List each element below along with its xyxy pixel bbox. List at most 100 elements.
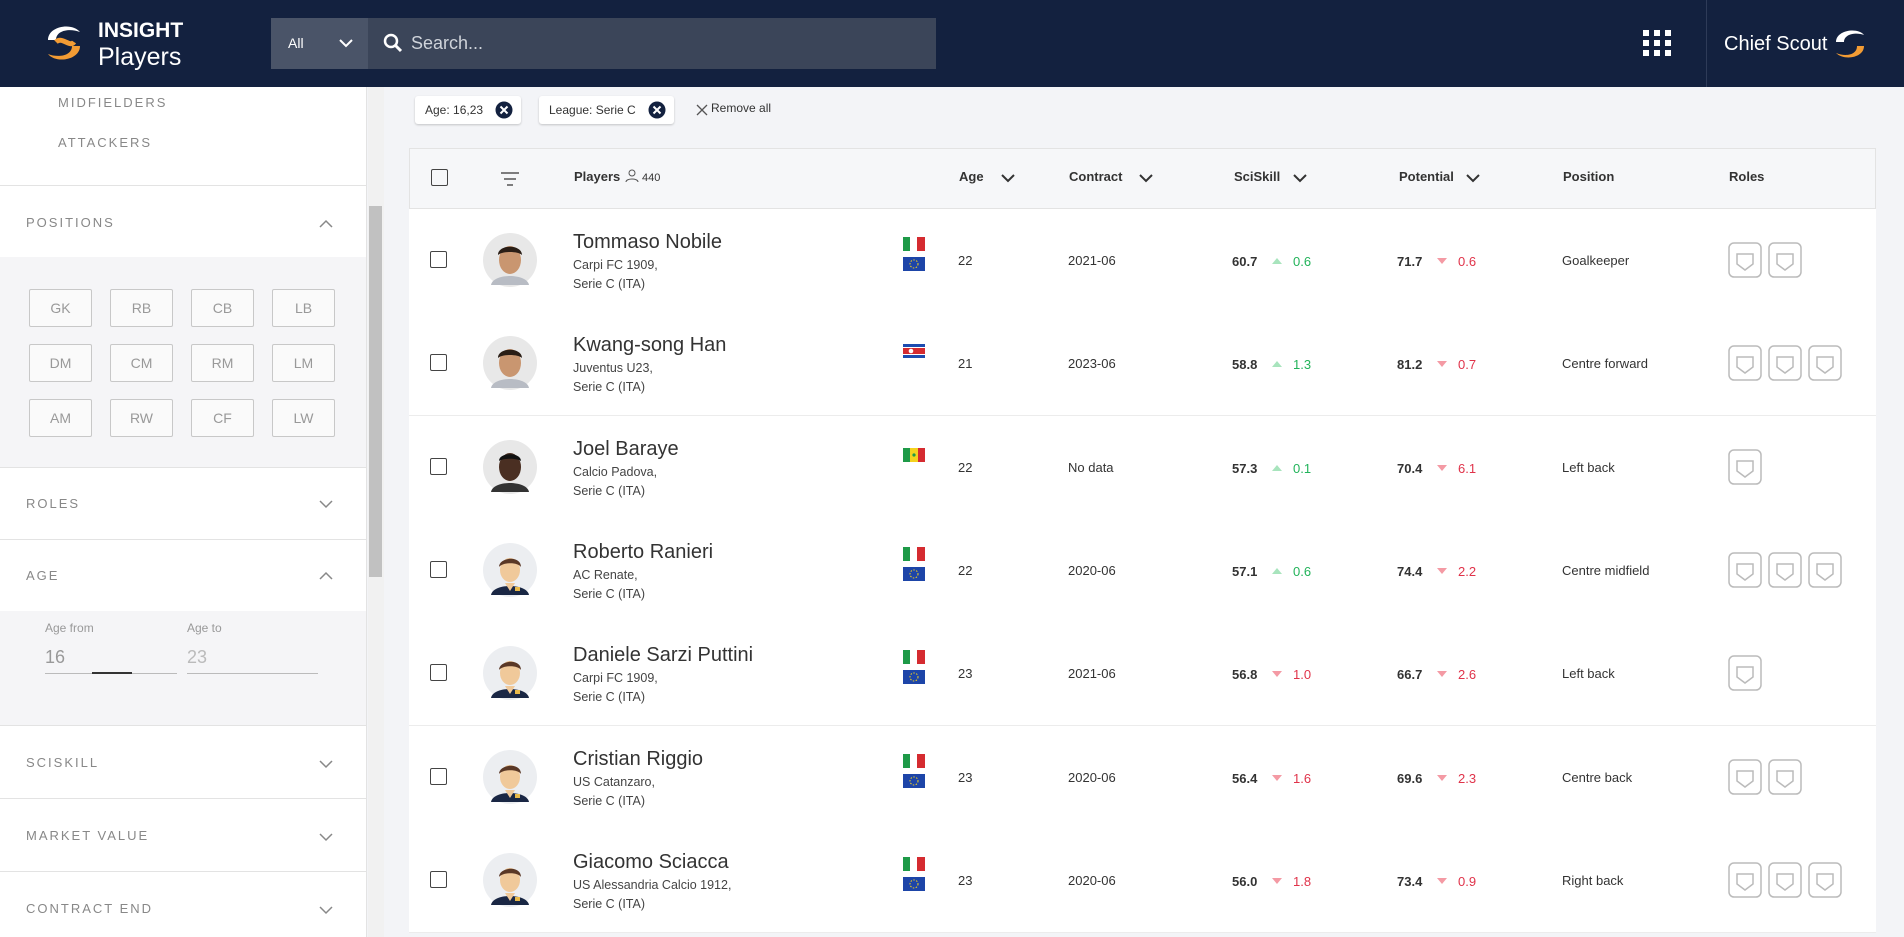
table-row[interactable]: Roberto Ranieri AC Renate, Serie C (ITA) 22… [409, 518, 1876, 623]
age-from-input[interactable]: 16 [45, 647, 66, 667]
section-title[interactable]: CONTRACT END [26, 901, 154, 916]
age: 23 [958, 666, 973, 682]
position-button[interactable]: RB [110, 289, 173, 327]
player-name[interactable]: Cristian Riggio [573, 747, 704, 770]
chip-close-svg [648, 101, 666, 119]
brand: INSIGHT [98, 19, 184, 42]
flag-svg [903, 876, 925, 891]
player-name[interactable]: Kwang-song Han [573, 334, 727, 357]
column-header[interactable]: Players [574, 169, 621, 184]
league: Serie C (ITA) [573, 793, 645, 808]
flag-svg [903, 237, 925, 251]
sort-chevron-svg [1139, 174, 1153, 183]
position-button[interactable]: CB [191, 289, 254, 327]
sciskill-change: 1.8 [1293, 873, 1312, 889]
league: Serie C (ITA) [573, 483, 645, 498]
player-name[interactable]: Giacomo Sciacca [573, 850, 729, 873]
position-button[interactable]: DM [29, 344, 92, 382]
trend-arrow-svg [1272, 361, 1282, 368]
role-icon-svg [1768, 862, 1802, 898]
column-header[interactable]: Potential [1399, 169, 1454, 184]
player-name[interactable]: Joel Baraye [573, 437, 679, 460]
checkbox[interactable] [431, 169, 448, 186]
user-name[interactable]: Chief Scout [1724, 33, 1828, 55]
flag-svg [903, 670, 925, 685]
menu-item[interactable]: MIDFIELDERS [58, 95, 168, 110]
chevron [318, 757, 334, 776]
role-icon-svg [1728, 758, 1762, 795]
table-row[interactable]: Kwang-song Han Juventus U23, Serie C (ITA)… [409, 312, 1876, 417]
table-row[interactable]: Tommaso Nobile Carpi FC 1909, Serie C (ITA… [409, 209, 1876, 313]
filter-chip[interactable]: League: Serie C [539, 96, 674, 124]
menu-item[interactable]: ATTACKERS [58, 135, 153, 150]
table-row[interactable]: Daniele Sarzi Puttini Carpi FC 1909, Serie… [409, 622, 1876, 727]
checkbox[interactable] [430, 457, 447, 475]
section-title[interactable]: MARKET VALUE [26, 828, 150, 843]
sort-chevron [1292, 172, 1308, 191]
position-button[interactable]: LM [272, 344, 335, 382]
flag-svg [903, 773, 925, 788]
position: Left back [1562, 459, 1615, 475]
checkbox[interactable] [430, 560, 447, 578]
club: US Alessandria Calcio 1912, [573, 877, 732, 892]
flag-svg [903, 650, 925, 665]
player-name[interactable]: Tommaso Nobile [573, 231, 722, 253]
section-title[interactable]: POSITIONS [26, 215, 115, 230]
checkbox[interactable] [430, 870, 447, 888]
trend-arrow-svg [1272, 567, 1282, 574]
sciskill-change: 0.6 [1293, 563, 1312, 579]
chip-close [495, 101, 513, 129]
potential: 81.2 [1397, 357, 1423, 373]
flag-svg [903, 344, 925, 359]
chip-close-svg [495, 101, 513, 119]
scroll-thumb[interactable] [369, 206, 382, 577]
trend-arrow-svg [1272, 877, 1282, 884]
column-header[interactable]: Age [959, 169, 984, 184]
position-button[interactable]: CF [191, 399, 254, 437]
trend-arrow [1271, 667, 1283, 685]
checkbox[interactable] [430, 251, 447, 268]
search-box[interactable]: Search... [368, 18, 936, 69]
player-name[interactable]: Daniele Sarzi Puttini [573, 644, 754, 667]
age-to-input[interactable]: 23 [187, 647, 208, 667]
remove-all[interactable]: Remove all [711, 101, 772, 115]
checkbox[interactable] [430, 664, 447, 682]
scope-select[interactable]: All [271, 18, 368, 69]
table-row[interactable]: Joel Baraye Calcio Padova, Serie C (ITA) 22… [409, 415, 1876, 520]
apps-icon[interactable] [1643, 30, 1673, 58]
position-button[interactable]: AM [29, 399, 92, 437]
position-button[interactable]: LB [272, 289, 335, 327]
table-row[interactable]: Cristian Riggio US Catanzaro, Serie C (ITA… [409, 725, 1876, 830]
flag-svg [903, 856, 925, 871]
player-name[interactable]: Roberto Ranieri [573, 540, 714, 563]
section-title[interactable]: ROLES [26, 496, 81, 511]
column-header[interactable]: SciSkill [1234, 169, 1281, 184]
flag-svg [903, 753, 925, 768]
column-header[interactable]: Contract [1069, 169, 1123, 184]
club: US Catanzaro, [573, 774, 655, 789]
sciskill: 56.8 [1232, 667, 1258, 683]
league: Serie C (ITA) [573, 690, 645, 705]
position-button[interactable]: GK [29, 289, 92, 327]
club: AC Renate, [573, 567, 638, 582]
scope: All [288, 35, 304, 51]
position-button[interactable]: RM [191, 344, 254, 382]
flag [903, 344, 925, 363]
position-button[interactable]: LW [272, 399, 335, 437]
sort-chevron [1465, 172, 1481, 191]
potential-change: 6.1 [1458, 460, 1477, 476]
sciskill: 57.3 [1232, 460, 1258, 476]
position-button[interactable]: RW [110, 399, 173, 437]
potential: 74.4 [1397, 563, 1423, 579]
filter-chip[interactable]: Age: 16,23 [415, 96, 522, 124]
table-row[interactable]: Giacomo Sciacca US Alessandria Calcio 191… [409, 828, 1876, 933]
position-button[interactable]: CM [110, 344, 173, 382]
checkbox[interactable] [430, 354, 447, 372]
separator [0, 539, 366, 540]
section-title[interactable]: SCISKILL [26, 755, 100, 770]
position: Goalkeeper [1562, 253, 1630, 268]
checkbox[interactable] [430, 767, 447, 785]
separator [0, 725, 366, 726]
section-title[interactable]: AGE [26, 568, 60, 583]
